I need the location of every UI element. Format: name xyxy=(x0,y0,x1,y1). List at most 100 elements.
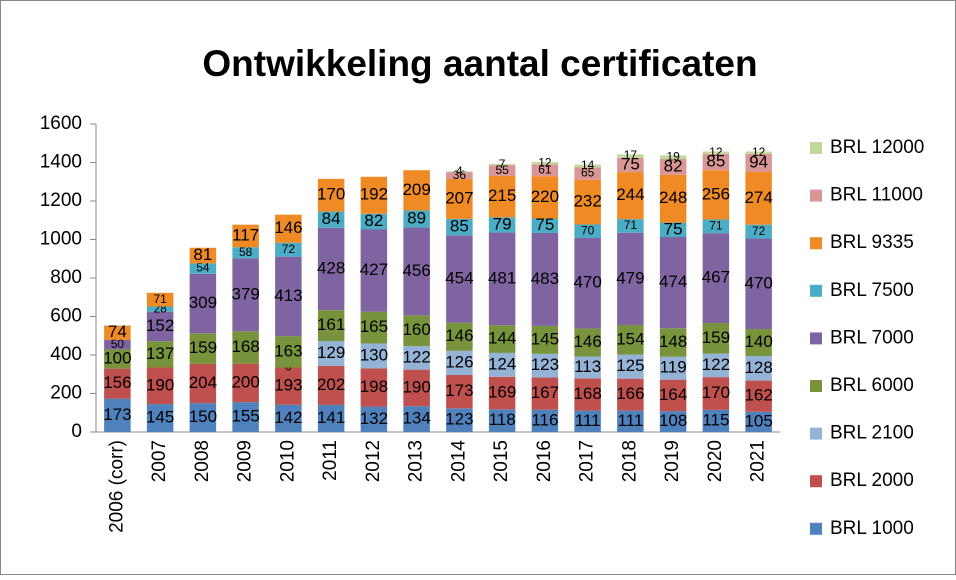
data-label: 204 xyxy=(189,373,217,392)
bar-segment xyxy=(146,367,174,405)
bar-segment xyxy=(659,174,687,223)
bar-segment xyxy=(574,179,601,225)
y-tick-label: 1000 xyxy=(40,229,82,250)
y-tick-label: 800 xyxy=(50,267,82,288)
bar-segment xyxy=(531,377,559,410)
bar-segment xyxy=(702,151,730,154)
data-label: 145 xyxy=(531,329,559,348)
bar-segment xyxy=(617,410,644,432)
data-label: 190 xyxy=(402,377,430,396)
bar-segment xyxy=(403,369,430,407)
bar-segment xyxy=(446,218,473,236)
data-label: 122 xyxy=(402,347,430,366)
bar-segment xyxy=(659,155,687,160)
bar-segment xyxy=(403,170,430,211)
data-label: 248 xyxy=(659,188,687,207)
bar-segment xyxy=(659,379,687,412)
bar-segment xyxy=(446,375,473,409)
data-label: 123 xyxy=(531,355,559,374)
bar-segment xyxy=(275,367,302,405)
data-label: 427 xyxy=(360,260,388,279)
data-label: 192 xyxy=(360,185,388,204)
data-label: 128 xyxy=(744,358,772,377)
x-tick-label: 2021 xyxy=(748,440,769,482)
bar-segment xyxy=(574,167,601,180)
data-label: 111 xyxy=(617,411,643,430)
legend-label: BRL 12000 xyxy=(830,137,924,158)
data-label: 129 xyxy=(317,343,345,362)
bar-segment xyxy=(446,172,473,180)
bar-segment xyxy=(189,273,217,334)
legend-swatch xyxy=(810,284,822,297)
data-label: 170 xyxy=(702,383,730,402)
data-label: 474 xyxy=(659,272,687,291)
data-label: 125 xyxy=(616,356,644,375)
legend-label: BRL 7500 xyxy=(830,280,914,301)
bar-segment xyxy=(189,363,217,404)
bar-segment xyxy=(488,409,516,432)
legend-swatch xyxy=(810,189,822,202)
bar-segment xyxy=(702,153,730,171)
data-label: 379 xyxy=(231,284,259,303)
data-label: 159 xyxy=(702,328,730,347)
bar-segment xyxy=(531,409,559,432)
data-label: 141 xyxy=(317,408,345,427)
data-label: 146 xyxy=(274,218,302,237)
data-label: 209 xyxy=(402,180,430,199)
data-label: 168 xyxy=(573,384,601,403)
data-label: 198 xyxy=(360,377,388,396)
bar-segment xyxy=(531,164,559,177)
bar-segment xyxy=(617,354,644,379)
bar-segment xyxy=(446,322,473,351)
data-label: 202 xyxy=(317,375,345,394)
bar-segment xyxy=(574,328,601,357)
data-label: 12 xyxy=(709,145,723,159)
bar-segment xyxy=(403,315,430,347)
bar-segment xyxy=(146,404,174,432)
bar-segment xyxy=(403,346,430,370)
data-label: 456 xyxy=(402,261,430,280)
data-label: 479 xyxy=(616,268,644,287)
data-label: 72 xyxy=(282,242,296,256)
data-label: 36 xyxy=(453,168,467,182)
data-label: 113 xyxy=(574,357,601,376)
bar-segment xyxy=(659,222,687,237)
bar-segment xyxy=(146,311,174,342)
bar-segment xyxy=(702,353,730,378)
legend-swatch xyxy=(810,522,822,535)
y-tick-label: 0 xyxy=(71,421,82,442)
bar-segment xyxy=(574,164,601,168)
bar-segment xyxy=(104,349,131,369)
bar-segment xyxy=(745,224,772,239)
bar-segment xyxy=(702,409,730,432)
data-label: 168 xyxy=(231,337,259,356)
data-label: 54 xyxy=(196,261,210,275)
legend-label: BRL 2000 xyxy=(830,470,914,491)
data-label: 55 xyxy=(495,163,509,177)
bar-segment xyxy=(488,175,516,218)
data-label: 134 xyxy=(402,409,430,428)
x-tick-label: 2019 xyxy=(662,440,683,482)
bar-segment xyxy=(317,341,345,366)
bar-segment xyxy=(360,343,388,369)
data-label: 164 xyxy=(659,385,687,404)
y-tick-label: 600 xyxy=(50,306,82,327)
bar-segment xyxy=(574,224,601,238)
x-tick-label: 2006 (corr) xyxy=(106,440,127,533)
data-label: 4 xyxy=(456,164,463,178)
data-label: 470 xyxy=(744,273,772,292)
bar-segment xyxy=(146,306,174,312)
bar-segment xyxy=(617,324,644,355)
bar-segment xyxy=(317,365,345,405)
x-tick-label: 2014 xyxy=(448,440,469,483)
data-label: 170 xyxy=(317,185,345,204)
data-label: 130 xyxy=(360,345,388,364)
y-tick-label: 200 xyxy=(50,383,82,404)
data-label: 85 xyxy=(706,152,725,171)
bar-segment xyxy=(659,328,687,357)
data-label: 173 xyxy=(103,405,131,424)
data-label: 108 xyxy=(659,411,687,430)
y-tick-label: 400 xyxy=(50,344,82,365)
legend-swatch xyxy=(810,237,822,250)
